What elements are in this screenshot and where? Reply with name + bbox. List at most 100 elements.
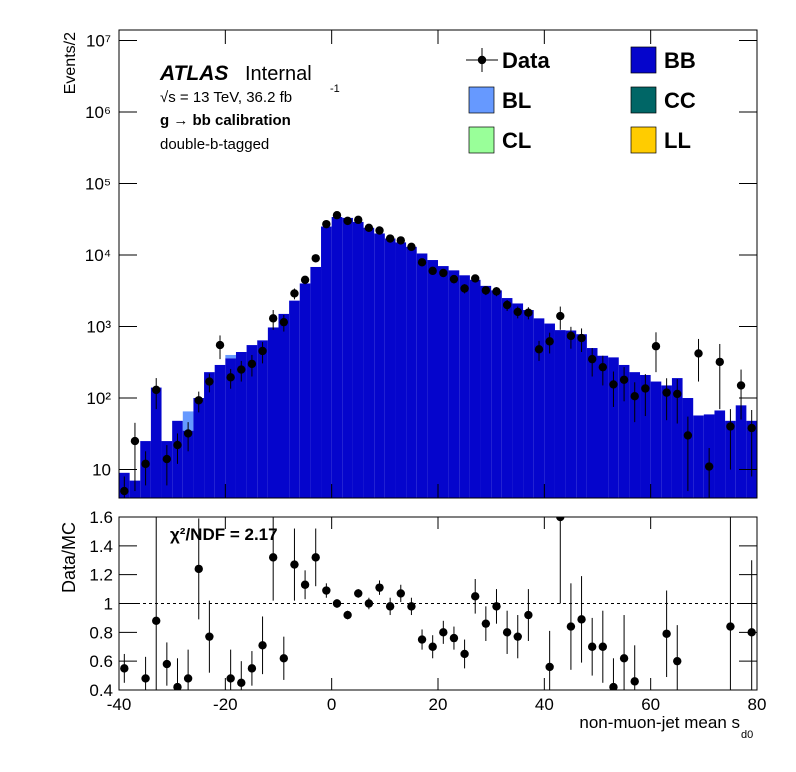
- ratio-y-tick-label: 0.8: [89, 623, 113, 642]
- histogram-segment: [661, 385, 672, 498]
- data-point: [428, 266, 437, 276]
- ratio-point: [428, 642, 437, 651]
- ratio-point: [290, 560, 299, 569]
- data-point: [407, 242, 416, 252]
- histogram-segment: [267, 327, 279, 498]
- legend-swatch: [468, 86, 495, 114]
- ratio-point: [609, 682, 618, 690]
- data-point: [268, 314, 278, 323]
- ratio-point: [300, 580, 310, 589]
- legend-label: CC: [664, 88, 696, 113]
- data-point: [385, 234, 395, 243]
- histogram-segment: [395, 242, 407, 498]
- data-point: [566, 331, 576, 341]
- histogram-segment: [257, 340, 268, 498]
- histogram-segment: [246, 345, 258, 498]
- ratio-point: [385, 602, 395, 611]
- data-point: [141, 459, 150, 469]
- ratio-point: [141, 674, 150, 683]
- y-tick-label: 10⁷: [86, 31, 111, 50]
- histogram-segment: [544, 323, 555, 498]
- selection-label: double-b-tagged: [160, 136, 269, 153]
- ratio-point: [417, 635, 427, 644]
- data-point: [449, 274, 459, 284]
- ratio-point: [545, 662, 554, 672]
- histogram-segment: [629, 372, 641, 498]
- ratio-point: [471, 592, 480, 601]
- data-point: [598, 362, 608, 372]
- ratio-frame: [118, 516, 758, 691]
- ratio-point: [407, 602, 416, 611]
- histogram-segment: [491, 290, 502, 498]
- data-point: [513, 307, 522, 317]
- data-point: [343, 216, 352, 226]
- data-point: [609, 380, 618, 389]
- data-point: [662, 388, 671, 397]
- ratio-point: [205, 632, 214, 641]
- data-point: [715, 357, 724, 367]
- calibration-label: g → bb calibration: [160, 112, 291, 129]
- data-point: [502, 300, 512, 310]
- ratio-point: [173, 682, 182, 690]
- axes: 10 10² 10³ 10⁴ 10⁵ 10⁶ 10⁷ 0.4 0.6 0.8 1 1.2 1.4 1.6 -…: [85, 30, 766, 714]
- histogram-segment: [448, 270, 460, 498]
- histogram-segment: [321, 226, 332, 498]
- ratio-point: [449, 633, 459, 643]
- legend-label: BB: [664, 48, 696, 73]
- ratio-point: [513, 632, 522, 641]
- ratio-y-tick-label: 0.6: [89, 652, 113, 671]
- ratio-point: [619, 654, 629, 663]
- data-point: [130, 436, 140, 446]
- ratio-y-tick-label: 1.6: [89, 508, 113, 527]
- ratio-point: [502, 628, 512, 637]
- ratio-point: [460, 649, 469, 659]
- ratio-point: [577, 615, 586, 624]
- ratio-point: [279, 654, 289, 663]
- ratio-point: [481, 619, 491, 628]
- atlas-label: ATLAS: [159, 62, 228, 85]
- histogram-segment: [406, 246, 417, 498]
- histogram-segment: [204, 372, 215, 498]
- ratio-point: [258, 641, 267, 650]
- legend-marker: [477, 55, 487, 65]
- ratio-point: [492, 602, 501, 611]
- legend-swatch: [468, 126, 495, 154]
- histogram-segment: [278, 313, 290, 498]
- data-point: [162, 454, 172, 464]
- data-point: [258, 346, 267, 356]
- histogram-segment: [289, 300, 300, 498]
- energy-label-superscript: -1: [330, 83, 340, 95]
- y-tick-label: 10⁵: [85, 174, 111, 193]
- ratio-point: [673, 656, 682, 666]
- histogram-segment: [225, 354, 236, 359]
- data-point: [704, 462, 714, 471]
- data-point: [736, 381, 746, 390]
- histogram-segment: [586, 348, 598, 498]
- ratio-point: [439, 628, 448, 637]
- x-tick-label: -40: [107, 695, 132, 714]
- histogram-segment: [565, 330, 577, 498]
- ratio-point: [630, 677, 639, 686]
- histogram-segment: [714, 410, 726, 498]
- ratio-y-axis-label: Data/MC: [59, 522, 79, 593]
- ratio-point: [183, 674, 193, 683]
- histogram-segment: [576, 334, 587, 498]
- ratio-point: [237, 678, 246, 687]
- ratio-y-tick-label: 0.4: [89, 681, 113, 700]
- histogram-segment: [650, 381, 662, 498]
- legend-swatch: [630, 46, 657, 74]
- histogram-segment: [438, 266, 449, 498]
- data-point: [183, 429, 193, 438]
- data-point: [651, 342, 661, 351]
- histogram-segment: [235, 352, 247, 498]
- data-point: [481, 286, 491, 295]
- ratio-y-tick-label: 1.2: [89, 566, 113, 585]
- data-point: [322, 219, 331, 229]
- energy-label: √s = 13 TeV, 36.2 fb: [160, 89, 292, 106]
- histogram-segment: [342, 217, 353, 498]
- x-tick-label: 60: [641, 695, 660, 714]
- histogram-segment: [671, 378, 683, 498]
- legend-label: LL: [664, 128, 691, 153]
- histogram-segment: [597, 355, 609, 498]
